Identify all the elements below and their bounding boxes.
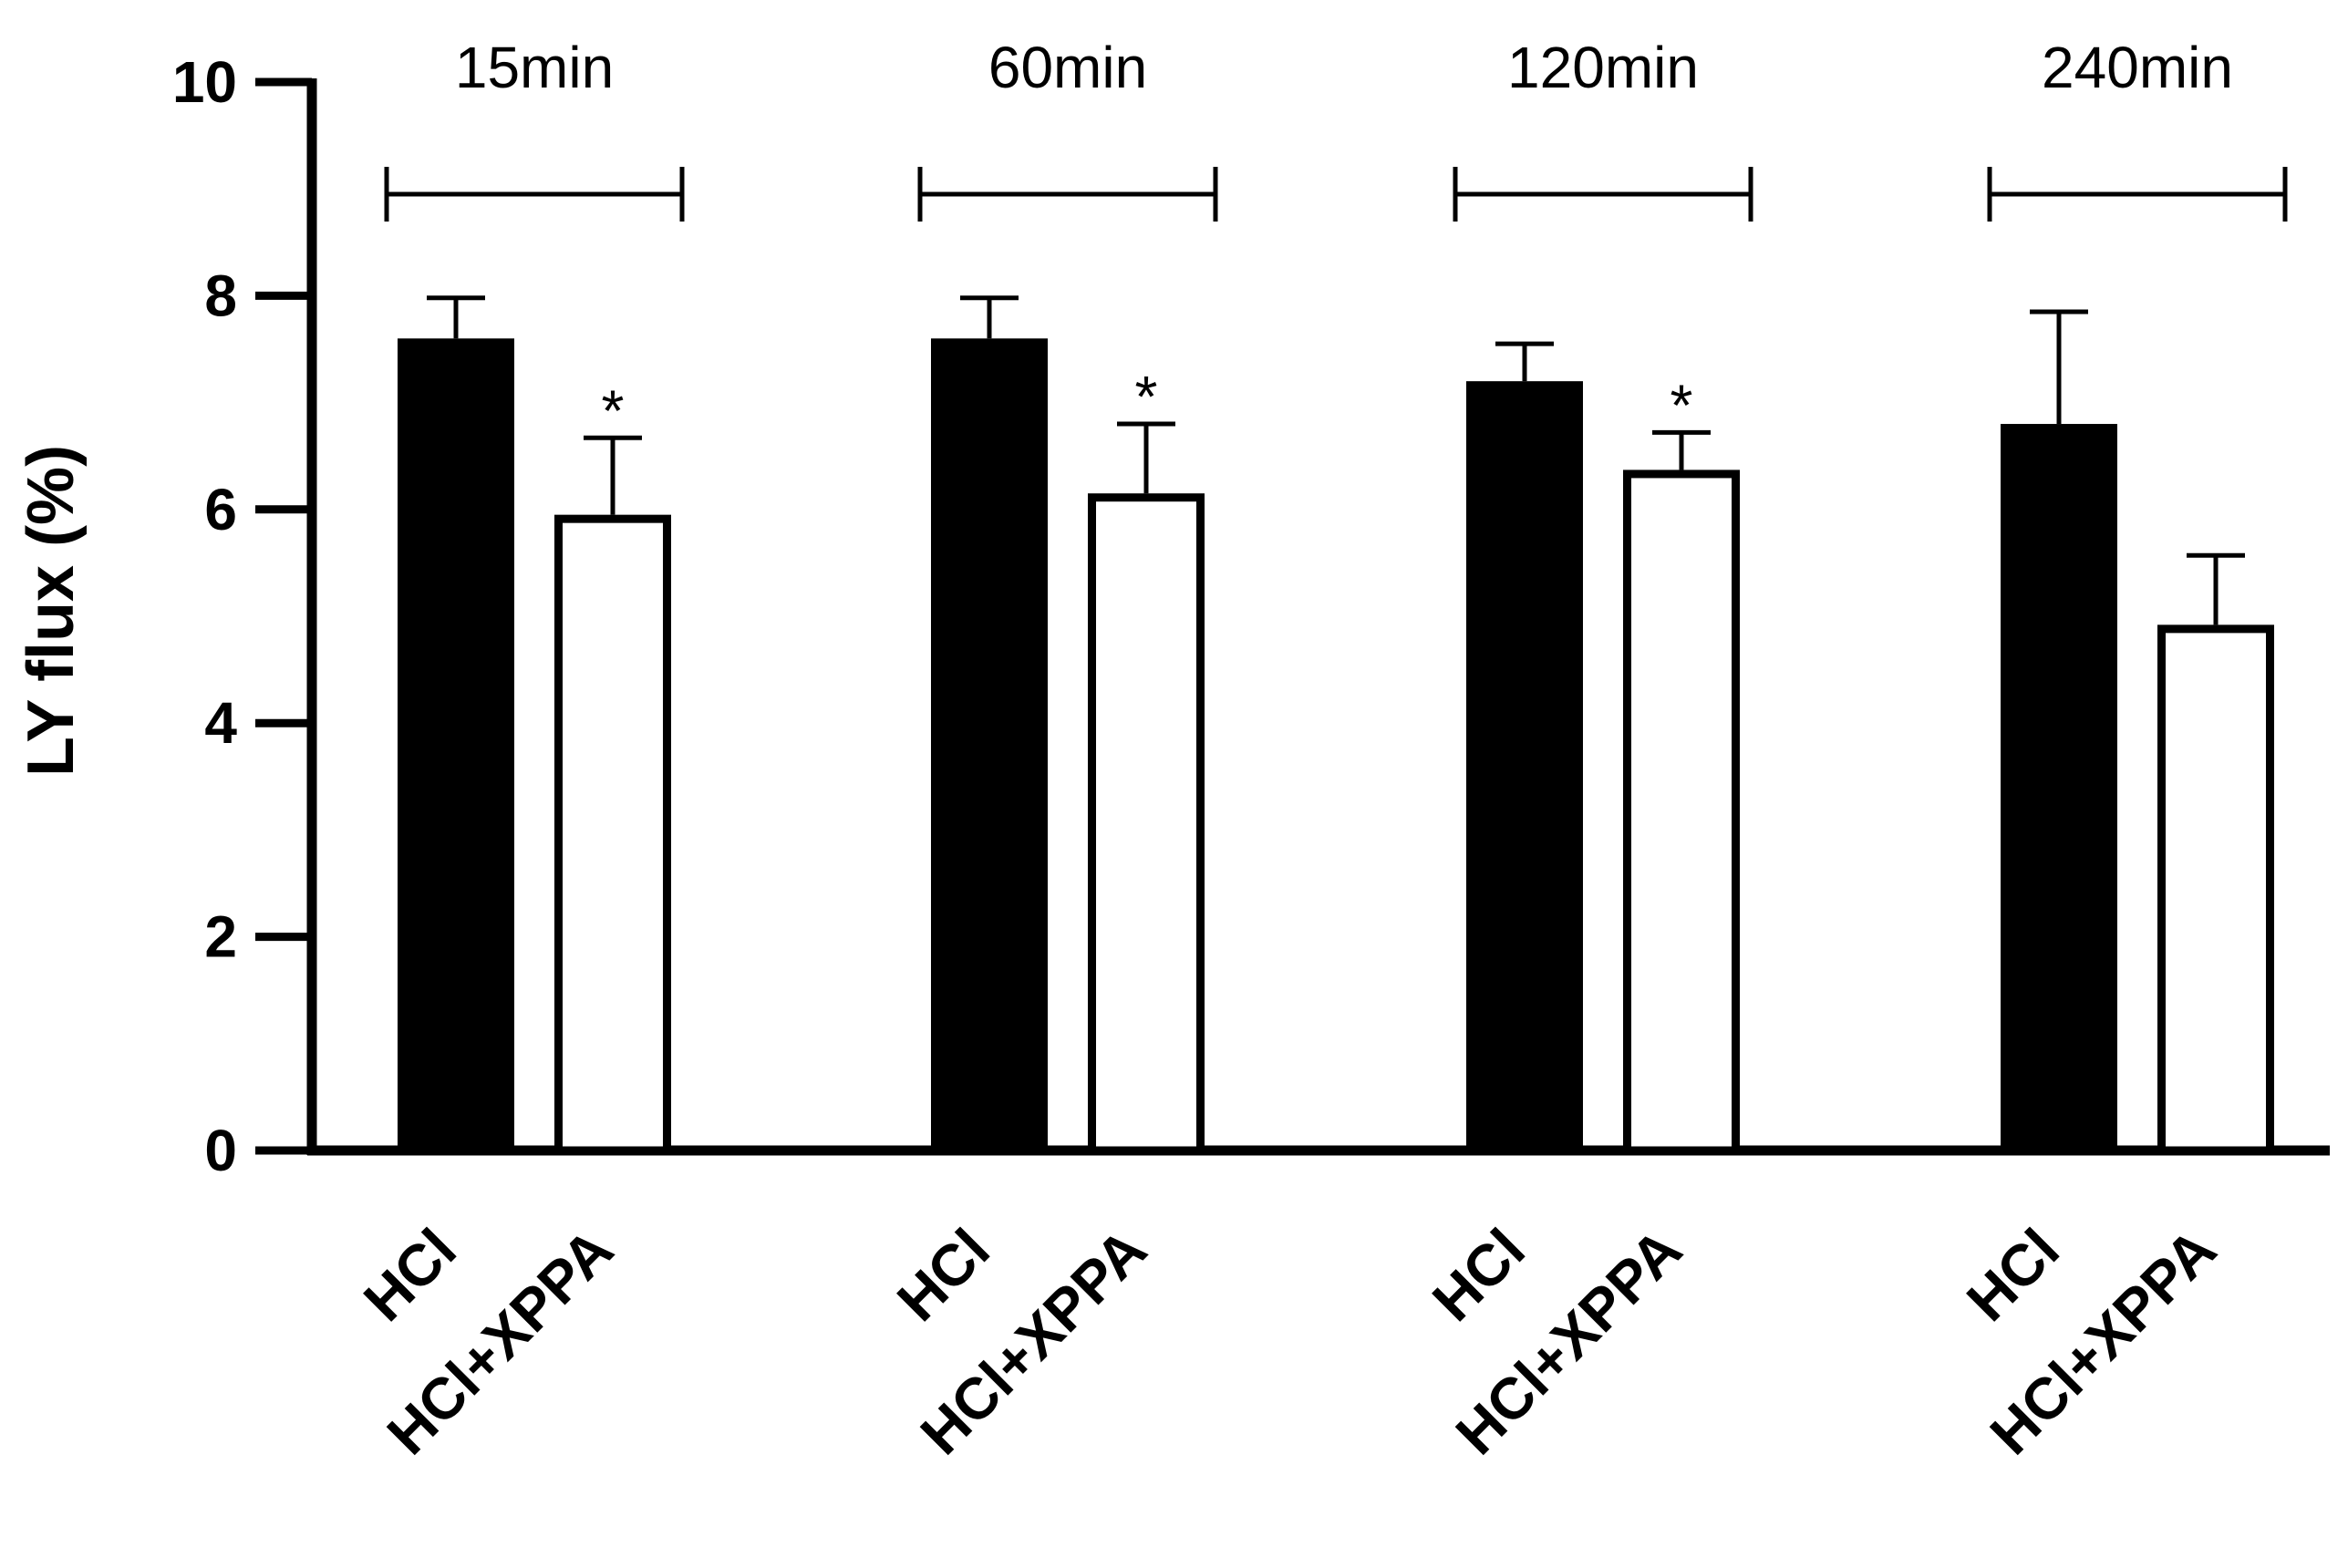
group-label: 60min [988,35,1147,100]
bar [2157,624,2274,1155]
x-tick-label: HCl [884,1216,1002,1334]
y-tick-label: 4 [204,690,237,756]
x-tick-label: HCl [1954,1216,2072,1334]
y-axis-title: LY flux (%) [15,445,88,777]
x-tick-label: HCl [351,1216,469,1334]
bar [931,338,1048,1155]
y-tick-label: 8 [204,263,237,328]
group-label: 15min [455,35,614,100]
bar [1088,493,1205,1155]
x-tick-label: HCl [1420,1216,1537,1334]
bar [554,514,671,1155]
group-label: 240min [2042,35,2233,100]
bar [1466,381,1583,1155]
significance-marker: * [1135,364,1158,429]
bars [398,295,2274,1155]
y-tick-label: 10 [172,49,237,115]
bar [2001,424,2117,1155]
y-tick-label: 6 [204,477,237,542]
bar [398,338,514,1155]
y-tick-label: 0 [204,1118,237,1183]
y-tick-label: 2 [204,904,237,970]
group-label: 120min [1507,35,1699,100]
significance-marker: * [1670,372,1693,438]
bar [1623,469,1740,1155]
significance-marker: * [602,377,625,443]
